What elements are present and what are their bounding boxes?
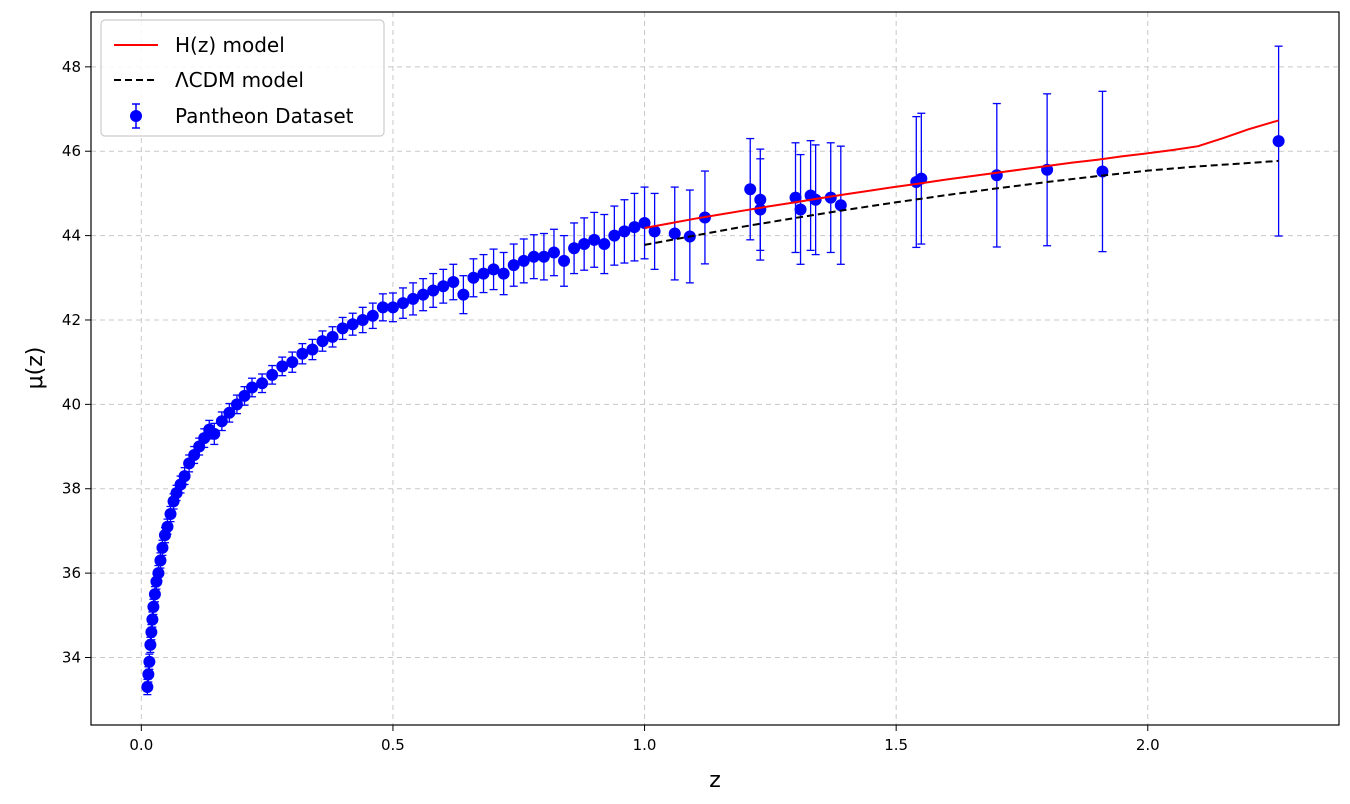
data-point — [223, 406, 236, 419]
data-point — [141, 681, 154, 694]
x-tick-label: 1.5 — [884, 736, 908, 754]
pantheon-points — [141, 135, 1285, 694]
data-point — [156, 541, 169, 554]
ticks: 0.0 0.5 1.0 1.5 2.0 34 36 38 40 42 44 46 48 — [62, 58, 1160, 754]
data-point — [386, 301, 399, 314]
y-tick-label: 38 — [62, 480, 81, 498]
data-point — [208, 427, 221, 440]
data-point — [588, 233, 601, 246]
legend-label-hz-model: H(z) model — [175, 33, 285, 57]
data-point — [143, 655, 156, 668]
data-point — [437, 280, 450, 293]
data-point — [628, 221, 641, 234]
data-point — [744, 183, 757, 196]
data-point — [164, 508, 177, 521]
data-point — [266, 368, 279, 381]
legend: H(z) model ΛCDM model Pantheon Dataset — [100, 19, 385, 137]
y-tick-label: 36 — [62, 564, 81, 582]
legend-swatch-pantheon — [130, 103, 142, 129]
data-point — [346, 318, 359, 331]
data-point — [326, 330, 339, 343]
data-point — [147, 600, 160, 613]
data-point — [789, 191, 802, 204]
data-point — [915, 172, 928, 185]
data-point — [834, 199, 847, 212]
lcdm-model-line — [644, 159, 1279, 246]
data-point — [215, 415, 228, 428]
data-point — [296, 347, 309, 360]
data-point — [754, 193, 767, 206]
legend-frame — [100, 19, 385, 137]
x-tick-label: 2.0 — [1136, 736, 1160, 754]
x-tick-label: 0.5 — [381, 736, 405, 754]
data-point — [144, 638, 157, 651]
data-point — [990, 169, 1003, 182]
data-point — [537, 250, 550, 263]
legend-label-pantheon: Pantheon Dataset — [175, 104, 354, 128]
data-point — [152, 567, 165, 580]
data-point — [286, 356, 299, 369]
data-point — [507, 259, 520, 272]
data-point — [1272, 135, 1285, 148]
data-point — [618, 225, 631, 238]
y-tick-label: 44 — [62, 227, 81, 245]
x-tick-label: 0.0 — [129, 736, 153, 754]
y-tick-label: 34 — [62, 648, 81, 666]
x-tick-label: 1.0 — [633, 736, 657, 754]
data-point — [397, 297, 409, 310]
plot-frame — [90, 11, 1340, 726]
data-point — [154, 554, 167, 567]
data-point — [648, 225, 661, 238]
data-point — [638, 216, 651, 229]
data-point — [161, 520, 174, 533]
data-point — [407, 292, 420, 305]
data-point — [366, 309, 379, 322]
data-point — [417, 288, 430, 301]
data-point — [142, 668, 155, 681]
data-point — [527, 250, 540, 263]
data-point — [568, 242, 581, 255]
series-layer — [141, 45, 1285, 696]
data-point — [547, 246, 560, 259]
data-point — [598, 238, 611, 251]
data-point — [477, 267, 490, 280]
x-axis-label: z — [709, 768, 721, 793]
data-point — [668, 227, 681, 240]
data-point — [246, 381, 259, 394]
hz-model-line — [644, 119, 1279, 229]
data-point — [336, 322, 349, 335]
data-point — [356, 313, 369, 326]
data-point — [145, 626, 158, 639]
data-point — [178, 470, 191, 483]
data-point — [467, 271, 480, 284]
data-point — [457, 288, 470, 301]
data-point — [794, 203, 807, 216]
data-point — [256, 377, 269, 390]
y-tick-label: 40 — [62, 395, 81, 413]
data-point — [824, 191, 837, 204]
data-point — [447, 276, 460, 289]
data-point — [316, 335, 329, 348]
data-point — [306, 343, 319, 356]
y-axis-label: μ(z) — [23, 347, 48, 390]
data-point — [558, 254, 571, 267]
data-point — [427, 284, 440, 297]
y-tick-label: 42 — [62, 311, 81, 329]
y-tick-label: 46 — [62, 142, 81, 160]
legend-label-lcdm-model: ΛCDM model — [175, 68, 304, 92]
data-point — [608, 229, 621, 242]
data-point — [238, 389, 251, 402]
data-point — [376, 301, 389, 314]
data-point — [487, 263, 500, 276]
data-point — [148, 588, 161, 601]
data-point — [146, 613, 159, 626]
data-point — [517, 254, 530, 267]
y-tick-label: 48 — [62, 58, 81, 76]
data-point — [578, 238, 591, 251]
data-point — [276, 360, 289, 373]
data-point — [230, 398, 243, 411]
data-point — [497, 267, 510, 280]
